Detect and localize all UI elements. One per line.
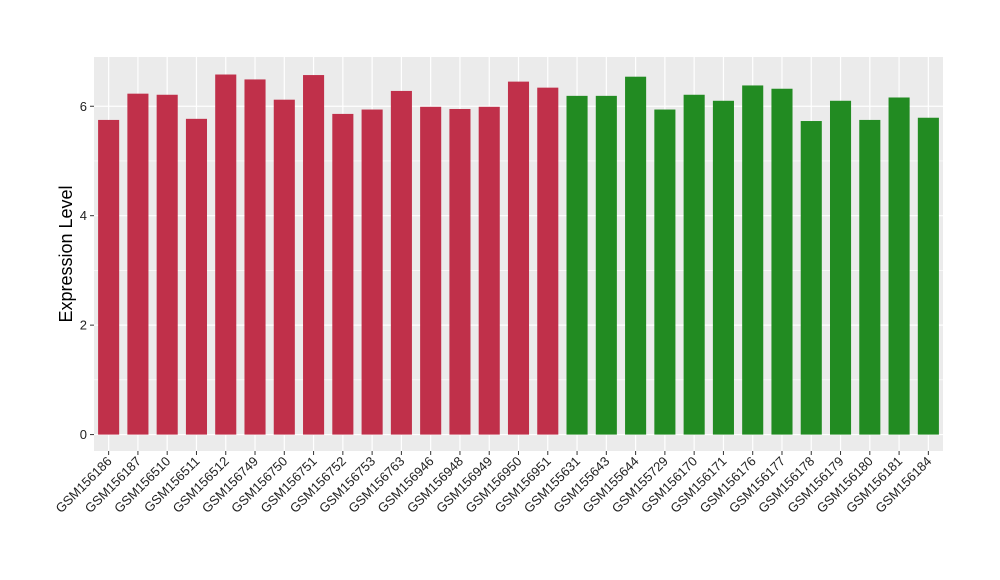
bar-gsm156184	[917, 117, 939, 435]
y-tick-label: 6	[80, 99, 87, 114]
bar-gsm155729	[654, 109, 676, 435]
bar-gsm156179	[829, 100, 852, 435]
bar-gsm156176	[742, 85, 764, 435]
bar-gsm156951	[537, 87, 559, 435]
bar-gsm155643	[595, 95, 617, 435]
bars	[98, 74, 939, 435]
y-tick-label: 4	[80, 208, 87, 223]
bar-gsm156749	[244, 79, 266, 435]
bar-gsm156763	[390, 90, 412, 435]
bar-gsm156946	[420, 106, 442, 435]
y-axis: 0 2 4 6	[80, 99, 94, 442]
y-tick-label: 2	[80, 318, 87, 333]
bar-gsm156948	[449, 108, 471, 435]
bar-gsm156949	[478, 106, 500, 435]
bar-gsm156753	[361, 109, 383, 435]
bar-gsm156180	[859, 119, 881, 435]
bar-gsm156171	[712, 100, 734, 435]
bar-gsm156950	[507, 81, 530, 435]
bar-gsm155644	[625, 76, 647, 435]
bar-gsm156751	[303, 75, 325, 435]
bar-gsm156178	[800, 121, 822, 435]
y-tick-label: 0	[80, 427, 87, 442]
bar-gsm156511	[185, 118, 208, 435]
bar-gsm156181	[888, 97, 910, 435]
bar-gsm155631	[566, 95, 588, 435]
bar-gsm156186	[98, 119, 120, 435]
x-axis: GSM156186GSM156187GSM156510GSM156511GSM1…	[53, 451, 934, 516]
bar-gsm156177	[771, 88, 793, 435]
bar-gsm156510	[156, 94, 178, 435]
bar-gsm156170	[683, 94, 705, 435]
bar-gsm156752	[332, 113, 354, 435]
bar-gsm156750	[273, 99, 295, 435]
y-axis-title: Expression Level	[56, 185, 76, 322]
bar-gsm156512	[215, 74, 237, 435]
bar-gsm156187	[127, 93, 149, 435]
